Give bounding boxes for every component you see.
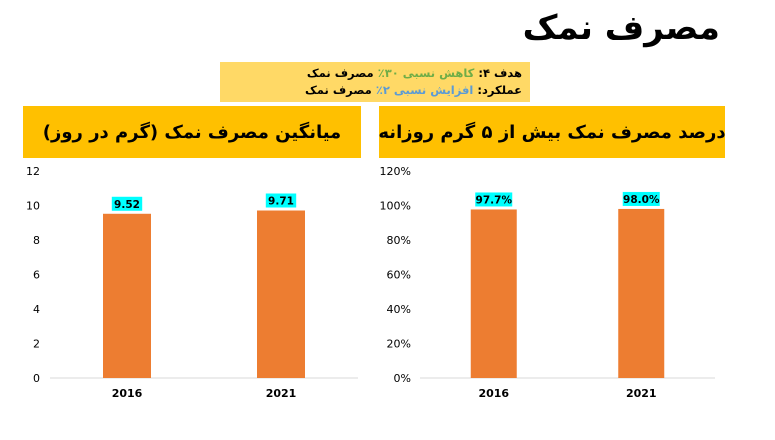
x-tick-label: 2016 [478,387,509,400]
performance-line: عملکرد: افزایش نسبی ۲٪ مصرف نمک [220,82,522,99]
goal-highlight: کاهش نسبی ۳۰٪ [377,66,475,80]
x-tick-label: 2021 [626,387,657,400]
performance-prefix: عملکرد: [477,83,522,97]
salt-average-chart-title: میانگین مصرف نمک (گرم در روز) [23,106,361,158]
performance-suffix: مصرف نمک [305,83,372,97]
data-label: 9.71 [268,196,294,208]
bar [103,213,151,378]
x-tick-label: 2016 [112,387,143,400]
bar [257,210,305,378]
goal-line: هدف ۴: کاهش نسبی ۳۰٪ مصرف نمک [220,65,522,82]
data-label: 97.7% [476,194,513,206]
slide-title: مصرف نمک [522,8,720,48]
salt-percent-chart: 0% 20% 40% 60% 80% 100% 120% 97.7% 2016 98.0% 2021 [380,165,715,400]
salt-average-chart: 0 2 4 6 8 10 12 9.52 2016 9.71 2021 [26,165,358,400]
y-tick-label: 0 [33,372,40,385]
y-tick-label: 20% [387,338,411,351]
bar [470,209,517,378]
y-tick-label: 80% [387,234,411,247]
goal-suffix: مصرف نمک [306,66,374,80]
y-tick-label: 4 [33,303,40,316]
y-tick-label: 10 [26,200,40,213]
y-tick-label: 6 [33,269,40,282]
goal-box: هدف ۴: کاهش نسبی ۳۰٪ مصرف نمک عملکرد: اف… [220,62,530,102]
data-label: 9.52 [114,199,140,211]
y-tick-label: 2 [33,338,40,351]
y-tick-label: 0% [394,372,411,385]
goal-prefix: هدف ۴: [478,66,522,80]
y-tick-label: 120% [380,165,411,178]
performance-highlight: افزایش نسبی ۲٪ [375,83,474,97]
y-tick-label: 12 [26,165,40,178]
y-tick-label: 100% [380,200,411,213]
data-label-background [622,191,660,206]
data-label: 98.0% [623,194,660,206]
y-tick-label: 8 [33,234,40,247]
y-tick-label: 40% [387,303,411,316]
data-label-background [265,193,297,208]
data-label-background [111,196,143,211]
x-tick-label: 2021 [266,387,297,400]
salt-percent-chart-title: درصد مصرف نمک بیش از ۵ گرم روزانه [378,106,726,158]
data-label-background [475,192,513,207]
bar [618,208,665,378]
y-tick-label: 60% [387,269,411,282]
